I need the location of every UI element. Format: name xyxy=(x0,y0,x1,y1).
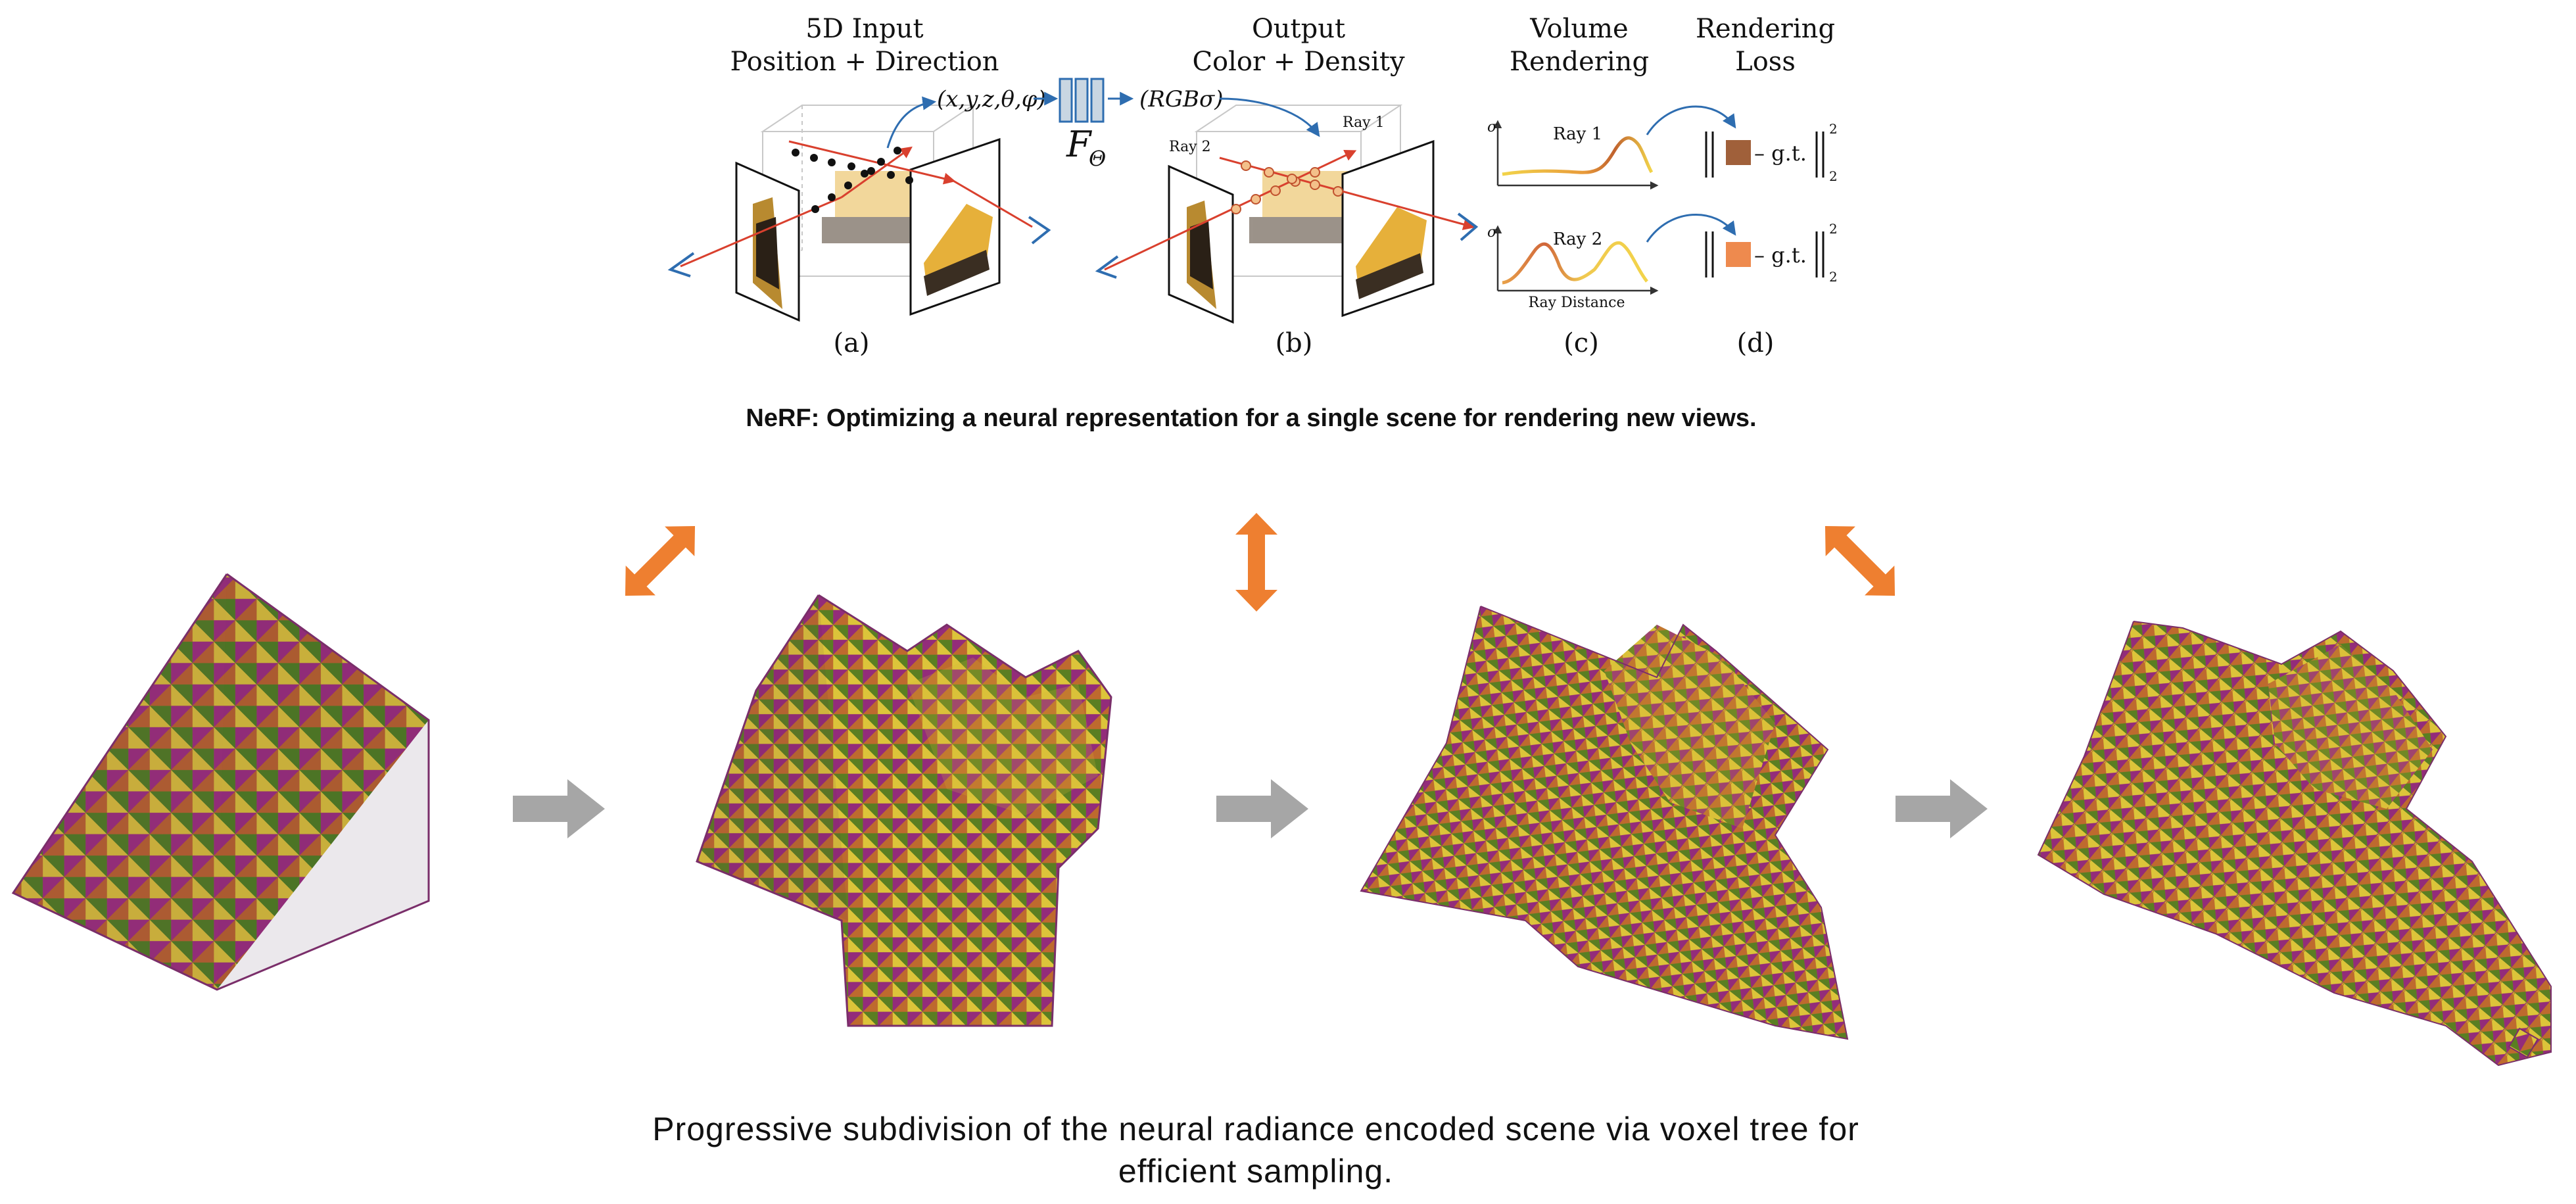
network-layer-3 xyxy=(1090,78,1105,123)
panel-c-plot2-sigma: σ xyxy=(1487,224,1498,241)
panel-b-ray2-samples xyxy=(1241,160,1343,197)
panel-a-ray-2 xyxy=(788,140,956,185)
panel-b-label: (b) xyxy=(1276,328,1313,358)
panel-b-ray-2 xyxy=(1219,157,1475,230)
panel-b-title-line2: Color + Density xyxy=(1192,47,1405,77)
gray-arrow-2-icon xyxy=(1216,779,1308,838)
panel-c-x-axis-label: Ray Distance xyxy=(1528,295,1625,311)
panel-c: Volume Rendering σ Ray 1 σ Ray 2 Ray Dis… xyxy=(1487,14,1659,358)
panel-d-label: (d) xyxy=(1737,328,1775,358)
nerf-caption: NeRF: Optimizing a neural representation… xyxy=(746,404,1756,432)
gray-arrow-1-icon xyxy=(513,779,605,838)
network-block: F Θ xyxy=(1034,78,1134,171)
panel-d-gt-2: – g.t. xyxy=(1754,243,1807,268)
orange-arrows xyxy=(625,513,1896,612)
orange-double-arrow-3-icon xyxy=(1825,525,1896,596)
panel-a-camera-right-icon xyxy=(1028,216,1051,245)
panel-c-ray1-label: Ray 1 xyxy=(1553,124,1602,144)
stage1-left-shade xyxy=(13,574,227,990)
voxel-cube-stage-2 xyxy=(696,594,1112,1027)
panel-a-sample-points xyxy=(792,147,913,213)
panel-c-plot1-curve xyxy=(1502,136,1654,176)
panel-c-plot2-curve xyxy=(1502,241,1648,285)
panel-d-color-swatch-1 xyxy=(1726,140,1751,165)
panel-b-arrow-to-ray1 xyxy=(1219,97,1320,137)
panel-c-title-line1: Volume xyxy=(1529,14,1628,44)
network-label: F xyxy=(1066,124,1093,165)
network-layer-2 xyxy=(1074,78,1089,123)
voxel-grid-stage-3 xyxy=(1360,606,1849,1040)
panel-c-plot-1: σ Ray 1 xyxy=(1487,119,1659,190)
panel-d-sub-2: 2 xyxy=(1829,269,1838,285)
panel-a-arrow-to-coords xyxy=(886,96,937,149)
panel-a-ray-2-ext xyxy=(953,180,1033,228)
panel-c-ray2-label: Ray 2 xyxy=(1553,229,1602,249)
panel-b-image-plane-left xyxy=(1168,164,1234,324)
panel-d-title-line1: Rendering xyxy=(1696,14,1835,44)
panel-a: 5D Input Position + Direction xyxy=(667,14,1051,358)
panel-d-sup-2: 2 xyxy=(1829,221,1838,237)
orange-double-arrow-2-icon xyxy=(1235,513,1277,612)
panel-c-label: (c) xyxy=(1563,328,1599,358)
panel-d-arrow-1 xyxy=(1646,105,1736,135)
panel-b-camera-left-icon xyxy=(1095,255,1119,279)
panel-b-camera-right-icon xyxy=(1457,212,1479,241)
panel-d-color-swatch-2 xyxy=(1726,242,1751,267)
panel-b-coords: (RGBσ) xyxy=(1139,86,1223,112)
panel-c-plot-2: σ Ray 2 Ray Distance xyxy=(1487,224,1659,311)
gray-arrow-3-icon xyxy=(1896,779,1988,838)
panel-d-arrow-2 xyxy=(1646,214,1736,243)
nerf-pipeline: 5D Input Position + Direction xyxy=(667,14,1838,432)
voxel-cube-stage-1 xyxy=(11,573,430,991)
panel-a-image-plane-left xyxy=(735,161,800,322)
panel-d-sup-1: 2 xyxy=(1829,121,1838,137)
panel-d-title-line2: Loss xyxy=(1735,47,1796,77)
stage4-loose-voxel xyxy=(2508,1027,2539,1059)
network-layer-1 xyxy=(1059,78,1073,123)
panel-a-image-plane-right xyxy=(909,137,1001,316)
panel-a-coords: (x,y,z,θ,φ) xyxy=(937,86,1046,112)
network-subscript: Θ xyxy=(1089,146,1106,171)
panel-a-title-line2: Position + Direction xyxy=(730,47,999,77)
stage1-top-face xyxy=(13,574,429,990)
panel-d-sub-1: 2 xyxy=(1829,168,1838,184)
voxel-grid-stage-4 xyxy=(2037,621,2552,1067)
panel-d-loss-1: – g.t. 2 2 xyxy=(1705,121,1838,184)
subdivision-caption-line1: Progressive subdivision of the neural ra… xyxy=(652,1111,1859,1147)
panel-b-image-plane-right xyxy=(1341,139,1435,318)
panel-b-ray2-label: Ray 2 xyxy=(1169,139,1211,155)
panel-d-gt-1: – g.t. xyxy=(1754,141,1807,166)
stage1-right-shade xyxy=(217,574,429,990)
panel-c-plot1-sigma: σ xyxy=(1487,119,1498,135)
panel-a-ray-1-ext xyxy=(841,146,913,199)
orange-double-arrow-1-icon xyxy=(625,525,696,596)
panel-a-camera-left-icon xyxy=(667,252,695,277)
panel-a-title-line1: 5D Input xyxy=(805,14,923,44)
panel-a-label: (a) xyxy=(833,328,869,358)
panel-c-title-line2: Rendering xyxy=(1510,47,1649,77)
subdivision-caption-line2: efficient sampling. xyxy=(1118,1153,1393,1190)
panel-b-ray1-label: Ray 1 xyxy=(1343,114,1385,131)
panel-d-loss-2: – g.t. 2 2 xyxy=(1705,221,1838,285)
panel-d: Rendering Loss – g.t. 2 2 – g.t. xyxy=(1646,14,1838,358)
panel-b-title-line1: Output xyxy=(1252,14,1345,44)
panel-b: Output Color + Density (RGBσ) xyxy=(1095,14,1479,358)
